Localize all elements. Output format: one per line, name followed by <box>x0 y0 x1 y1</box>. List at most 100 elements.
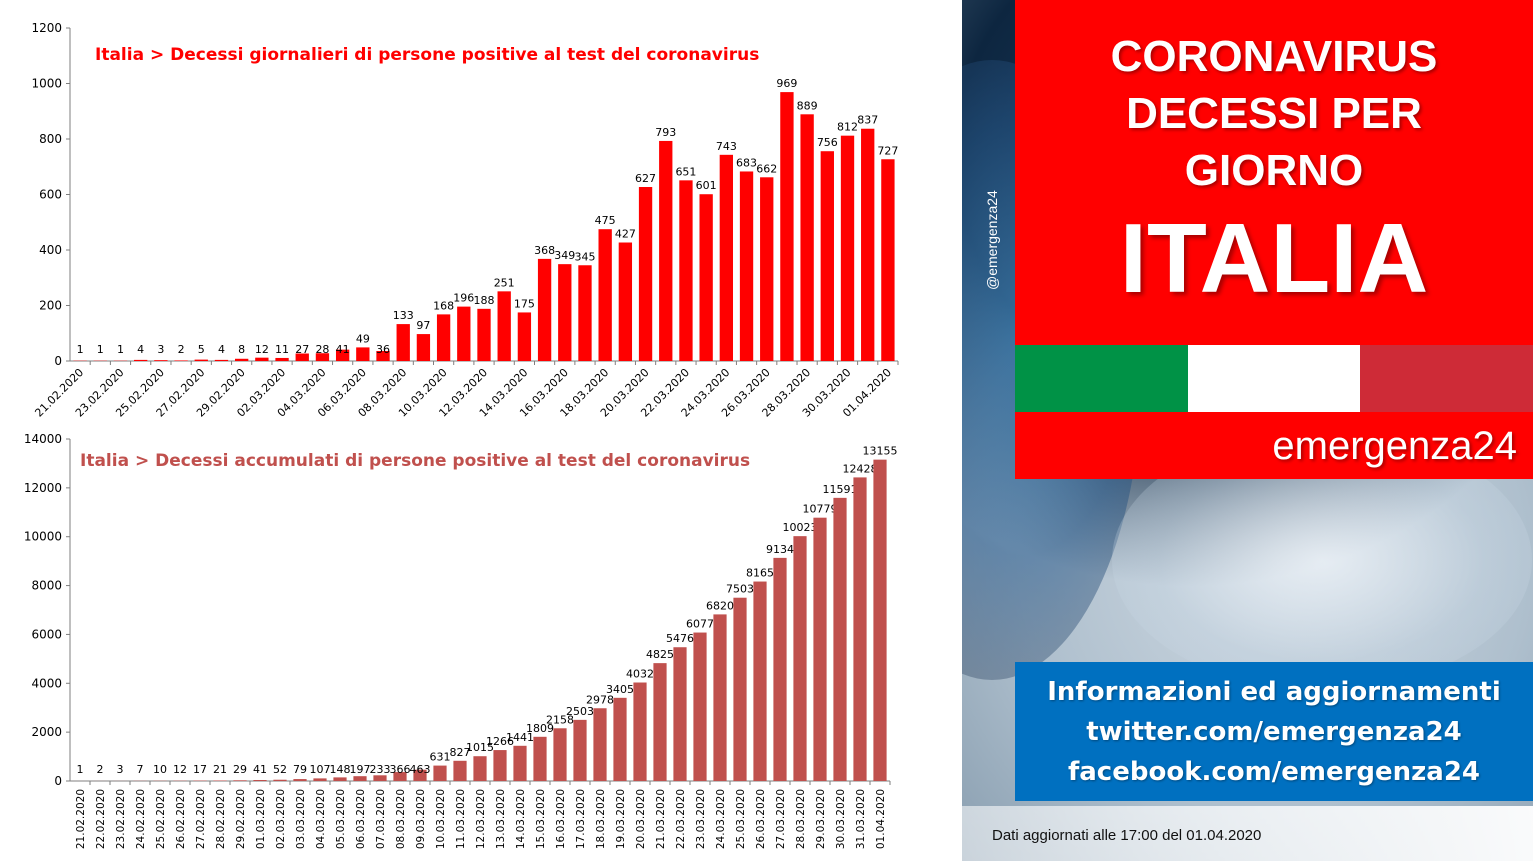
data-label: 427 <box>615 228 636 241</box>
data-label: 6077 <box>686 618 714 631</box>
y-tick-label: 14000 <box>24 432 62 446</box>
bar <box>833 497 847 781</box>
x-tick-label: 02.03.2020 <box>275 789 287 849</box>
bar <box>598 229 612 361</box>
bar <box>273 779 287 781</box>
bar <box>353 776 367 781</box>
bar <box>753 581 767 781</box>
data-label: 196 <box>453 292 474 305</box>
y-tick-label: 600 <box>39 188 62 202</box>
bar <box>393 772 407 781</box>
x-tick-label: 07.03.2020 <box>375 789 387 849</box>
data-label: 11591 <box>823 483 858 496</box>
bar <box>593 708 607 781</box>
bar <box>433 765 447 781</box>
data-label: 4 <box>137 343 144 356</box>
italian-flag <box>1015 345 1533 412</box>
y-tick-label: 8000 <box>31 579 62 593</box>
twitter-link[interactable]: twitter.com/emergenza24 <box>1086 717 1462 747</box>
bar <box>517 312 532 361</box>
data-label: 349 <box>554 249 575 262</box>
x-tick-label: 22.02.2020 <box>95 789 107 849</box>
data-label: 683 <box>736 156 757 169</box>
y-tick-label: 0 <box>54 774 62 788</box>
bar <box>713 614 727 781</box>
bar <box>633 682 647 781</box>
chart-title-1: Italia > Decessi accumulati di persone p… <box>80 451 750 471</box>
data-label: 1809 <box>526 722 554 735</box>
bar <box>293 779 307 781</box>
x-tick-label: 25.03.2020 <box>735 789 747 849</box>
bar <box>473 756 487 781</box>
bar <box>553 728 567 781</box>
bar <box>853 477 867 781</box>
charts-area: 0 200 400 600 800 1000 1200 Italia > Decessi gi… <box>23 21 899 850</box>
x-tick-label: 26.03.2020 <box>755 789 767 849</box>
bar <box>533 736 547 781</box>
y-tick-label: 1000 <box>31 77 62 91</box>
data-label: 12 <box>255 343 269 356</box>
bar <box>134 359 148 361</box>
data-label: 133 <box>393 309 414 322</box>
bar <box>813 517 827 781</box>
x-tick-label: 12.03.2020 <box>475 789 487 849</box>
data-label: 21 <box>213 763 227 776</box>
bar <box>493 750 507 781</box>
title-line-2: DECESSI PER <box>1126 89 1422 138</box>
x-tick-label: 09.03.2020 <box>415 789 427 849</box>
data-label: 8165 <box>746 567 774 580</box>
data-label: 475 <box>595 214 616 227</box>
data-label: 756 <box>817 136 838 149</box>
bar <box>773 557 787 781</box>
data-label: 107 <box>310 763 331 776</box>
data-label: 2503 <box>566 705 594 718</box>
title-box: CORONAVIRUS DECESSI PER GIORNO ITALIA <box>1015 0 1533 345</box>
bar <box>497 291 511 361</box>
bar <box>613 697 627 781</box>
x-tick-label: 31.03.2020 <box>855 789 867 849</box>
data-label: 175 <box>514 297 535 310</box>
data-label: 889 <box>797 99 818 112</box>
y-tick-label: 800 <box>39 132 62 146</box>
bar <box>174 360 188 361</box>
social-handle: @emergenza24 <box>984 190 1000 290</box>
x-tick-label: 03.03.2020 <box>295 789 307 849</box>
bar <box>873 459 887 781</box>
data-label: 1266 <box>486 735 514 748</box>
bar <box>537 258 552 361</box>
x-tick-label: 18.03.2020 <box>595 789 607 849</box>
x-tick-label: 05.03.2020 <box>335 789 347 849</box>
data-label: 7503 <box>726 583 754 596</box>
data-label: 6820 <box>706 599 734 612</box>
data-label: 601 <box>696 179 717 192</box>
bar <box>413 769 427 781</box>
bar <box>800 114 814 362</box>
data-label: 36 <box>376 343 390 356</box>
x-tick-label: 13.03.2020 <box>495 789 507 849</box>
facebook-link[interactable]: facebook.com/emergenza24 <box>1067 757 1481 787</box>
bar <box>453 760 467 781</box>
data-label: 197 <box>350 763 371 776</box>
data-label: 3405 <box>606 683 634 696</box>
info-panel: CORONAVIRUS DECESSI PER GIORNO ITALIA em… <box>962 0 1533 861</box>
bar <box>295 353 309 361</box>
bar <box>233 780 247 781</box>
data-label: 233 <box>370 763 391 776</box>
bar <box>578 265 592 361</box>
charts-svg: 0 200 400 600 800 1000 1200 Italia > Decessi gi… <box>24 21 899 849</box>
bar <box>881 159 895 361</box>
info-line-1: Informazioni ed aggiornamenti <box>1047 677 1501 707</box>
data-label: 251 <box>494 276 515 289</box>
bar <box>653 663 667 781</box>
data-label: 1 <box>117 343 124 356</box>
y-tick-label: 12000 <box>24 481 62 495</box>
bar <box>733 597 747 781</box>
bar <box>679 180 693 361</box>
y-tick-label: 200 <box>39 299 62 313</box>
data-label: 345 <box>574 250 595 263</box>
data-label: 837 <box>857 114 878 127</box>
bar <box>673 647 687 781</box>
x-tick-label: 20.03.2020 <box>635 789 647 849</box>
bar <box>457 306 471 361</box>
data-label: 28 <box>315 343 329 356</box>
